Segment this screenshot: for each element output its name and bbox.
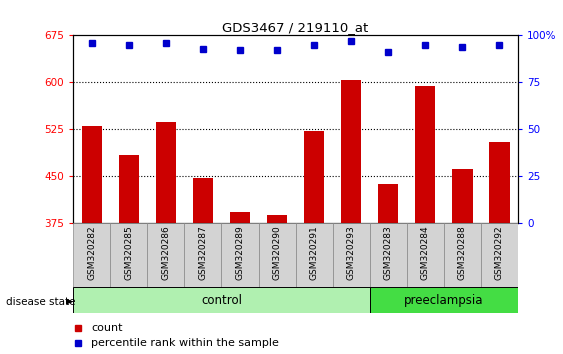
Bar [155, 122, 176, 223]
Text: GSM320286: GSM320286 [162, 225, 171, 280]
Bar [444, 223, 481, 287]
Text: GSM320289: GSM320289 [235, 225, 244, 280]
Text: GSM320292: GSM320292 [495, 225, 504, 280]
Bar [370, 287, 518, 313]
Title: GDS3467 / 219110_at: GDS3467 / 219110_at [222, 21, 369, 34]
Text: GSM320282: GSM320282 [87, 225, 96, 280]
Bar [333, 223, 370, 287]
Bar [185, 223, 221, 287]
Bar [110, 223, 148, 287]
Text: disease state: disease state [6, 297, 75, 307]
Bar [230, 212, 250, 223]
Bar [296, 223, 333, 287]
Bar [148, 223, 185, 287]
Text: GSM320291: GSM320291 [310, 225, 319, 280]
Text: count: count [91, 322, 123, 332]
Bar [378, 184, 399, 223]
Bar [415, 86, 436, 223]
Text: GSM320287: GSM320287 [198, 225, 207, 280]
Bar [452, 169, 472, 223]
Bar [304, 131, 324, 223]
Bar [258, 223, 296, 287]
Text: GSM320290: GSM320290 [272, 225, 282, 280]
Text: preeclampsia: preeclampsia [404, 293, 484, 307]
Text: percentile rank within the sample: percentile rank within the sample [91, 338, 279, 348]
Bar [481, 223, 518, 287]
Text: GSM320284: GSM320284 [421, 225, 430, 280]
Bar [73, 287, 370, 313]
Bar [489, 142, 510, 223]
Bar [82, 126, 102, 223]
Bar [341, 80, 361, 223]
Text: control: control [201, 293, 242, 307]
Bar [406, 223, 444, 287]
Bar [267, 215, 287, 223]
Bar [73, 223, 110, 287]
Text: GSM320283: GSM320283 [384, 225, 393, 280]
Bar [193, 178, 213, 223]
Text: GSM320293: GSM320293 [347, 225, 356, 280]
Text: GSM320288: GSM320288 [458, 225, 467, 280]
Bar [119, 155, 139, 223]
Bar [221, 223, 258, 287]
Text: GSM320285: GSM320285 [124, 225, 133, 280]
Bar [370, 223, 406, 287]
